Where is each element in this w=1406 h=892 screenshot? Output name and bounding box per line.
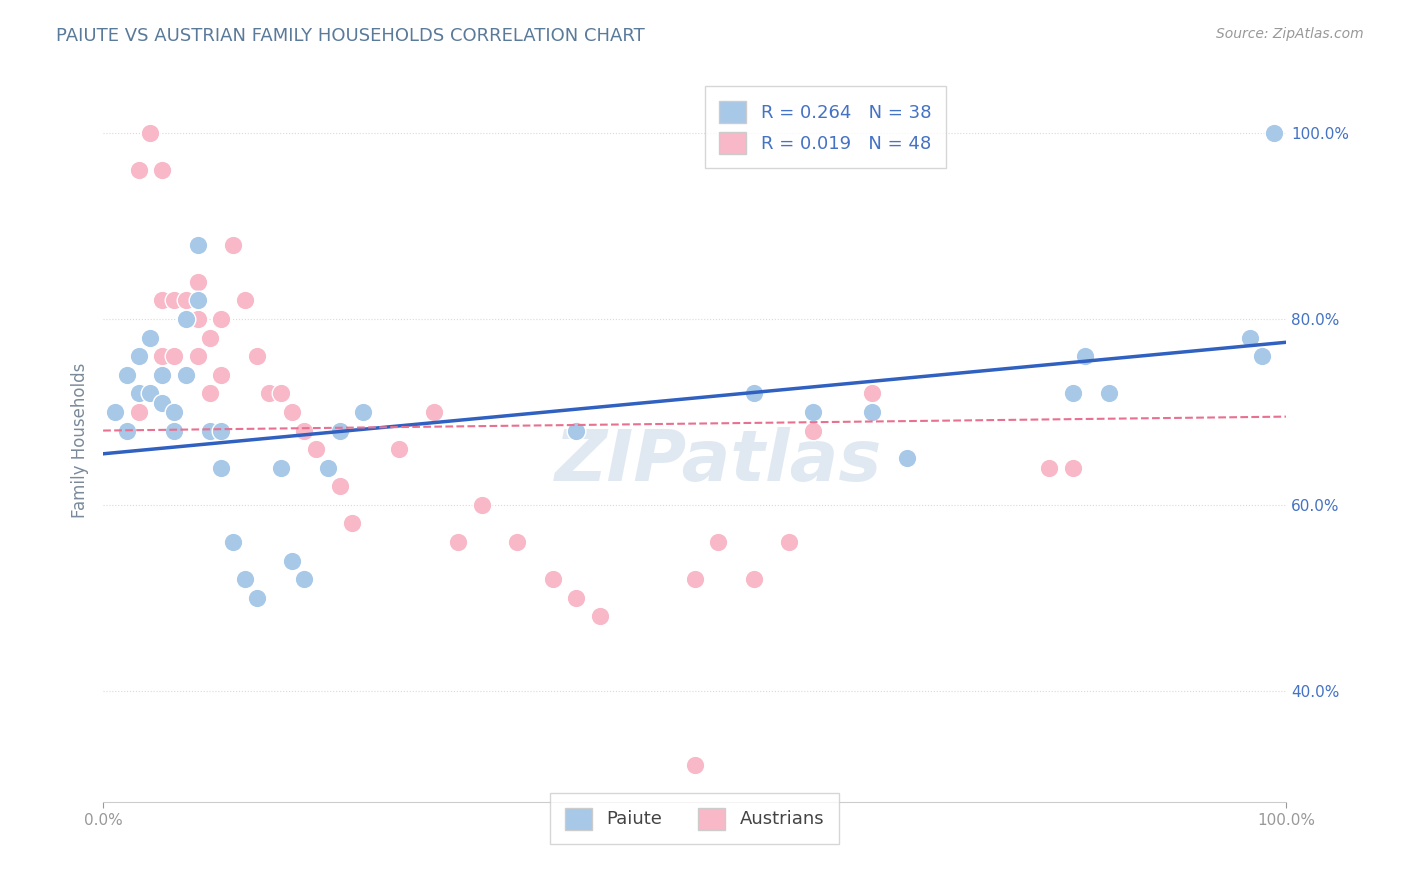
Point	[316, 460, 339, 475]
Point	[128, 386, 150, 401]
Point	[329, 479, 352, 493]
Point	[246, 349, 269, 363]
Point	[128, 349, 150, 363]
Point	[1239, 331, 1261, 345]
Point	[541, 572, 564, 586]
Point	[139, 386, 162, 401]
Point	[163, 349, 186, 363]
Point	[209, 424, 232, 438]
Point	[139, 126, 162, 140]
Point	[104, 405, 127, 419]
Point	[565, 424, 588, 438]
Point	[270, 386, 292, 401]
Point	[174, 293, 197, 308]
Point	[801, 405, 824, 419]
Point	[128, 405, 150, 419]
Point	[198, 331, 221, 345]
Point	[139, 331, 162, 345]
Point	[150, 368, 173, 382]
Point	[174, 368, 197, 382]
Point	[565, 591, 588, 605]
Text: PAIUTE VS AUSTRIAN FAMILY HOUSEHOLDS CORRELATION CHART: PAIUTE VS AUSTRIAN FAMILY HOUSEHOLDS COR…	[56, 27, 645, 45]
Point	[896, 451, 918, 466]
Point	[1062, 460, 1084, 475]
Point	[150, 293, 173, 308]
Point	[270, 460, 292, 475]
Point	[707, 535, 730, 549]
Point	[340, 516, 363, 531]
Point	[329, 424, 352, 438]
Point	[860, 386, 883, 401]
Point	[209, 460, 232, 475]
Point	[139, 386, 162, 401]
Point	[860, 405, 883, 419]
Point	[316, 460, 339, 475]
Point	[305, 442, 328, 457]
Point	[139, 126, 162, 140]
Point	[115, 368, 138, 382]
Point	[506, 535, 529, 549]
Point	[233, 572, 256, 586]
Point	[115, 424, 138, 438]
Point	[222, 237, 245, 252]
Point	[1097, 386, 1119, 401]
Point	[742, 572, 765, 586]
Point	[233, 293, 256, 308]
Point	[163, 293, 186, 308]
Point	[257, 386, 280, 401]
Legend: Paiute, Austrians: Paiute, Austrians	[550, 793, 839, 844]
Point	[292, 424, 315, 438]
Point	[163, 405, 186, 419]
Point	[150, 163, 173, 178]
Point	[742, 386, 765, 401]
Point	[174, 312, 197, 326]
Point	[683, 758, 706, 772]
Point	[281, 554, 304, 568]
Point	[163, 424, 186, 438]
Point	[589, 609, 612, 624]
Point	[1251, 349, 1274, 363]
Text: Source: ZipAtlas.com: Source: ZipAtlas.com	[1216, 27, 1364, 41]
Point	[128, 163, 150, 178]
Point	[1074, 349, 1097, 363]
Point	[352, 405, 374, 419]
Point	[801, 424, 824, 438]
Point	[778, 535, 800, 549]
Point	[187, 237, 209, 252]
Point	[174, 368, 197, 382]
Point	[115, 424, 138, 438]
Point	[209, 312, 232, 326]
Point	[423, 405, 446, 419]
Point	[187, 293, 209, 308]
Point	[187, 312, 209, 326]
Point	[471, 498, 494, 512]
Point	[246, 591, 269, 605]
Point	[187, 349, 209, 363]
Point	[150, 395, 173, 409]
Point	[222, 535, 245, 549]
Point	[1062, 386, 1084, 401]
Point	[198, 424, 221, 438]
Point	[388, 442, 411, 457]
Point	[209, 368, 232, 382]
Text: ZIPatlas: ZIPatlas	[554, 427, 882, 496]
Point	[292, 572, 315, 586]
Point	[447, 535, 470, 549]
Point	[1038, 460, 1060, 475]
Point	[281, 405, 304, 419]
Point	[198, 386, 221, 401]
Y-axis label: Family Households: Family Households	[72, 362, 89, 517]
Point	[1263, 126, 1285, 140]
Point	[150, 349, 173, 363]
Point	[187, 275, 209, 289]
Point	[683, 572, 706, 586]
